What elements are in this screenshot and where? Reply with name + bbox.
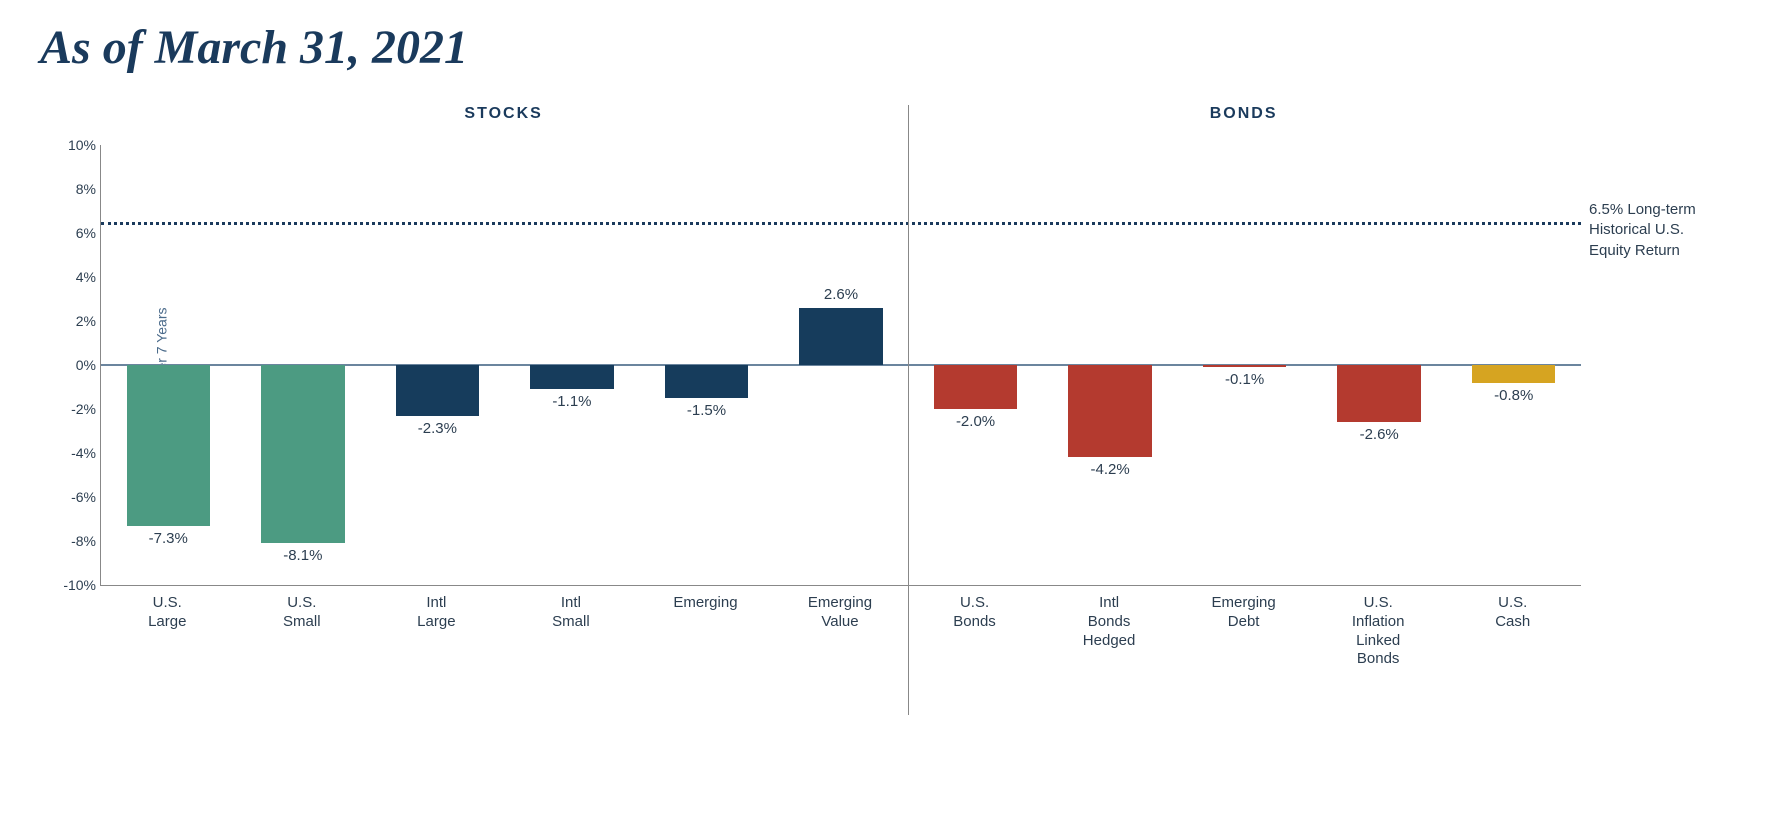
x-category-label: U.S.Cash xyxy=(1458,594,1568,632)
y-tick-label: 2% xyxy=(51,313,96,329)
reference-line-label: 6.5% Long-term Historical U.S. Equity Re… xyxy=(1589,200,1699,261)
y-tick-label: -10% xyxy=(51,577,96,593)
bar xyxy=(1472,365,1555,383)
bar-value-label: -7.3% xyxy=(149,530,188,547)
bar xyxy=(934,365,1017,409)
bar-value-label: -8.1% xyxy=(283,547,322,564)
x-category-label: IntlSmall xyxy=(516,594,626,632)
x-category-label: IntlLarge xyxy=(381,594,491,632)
bar-value-label: 2.6% xyxy=(824,286,858,303)
bar xyxy=(530,365,613,389)
bar-value-label: -1.1% xyxy=(552,393,591,410)
y-tick-label: 0% xyxy=(51,357,96,373)
bar-value-label: -0.8% xyxy=(1494,387,1533,404)
y-tick-label: -2% xyxy=(51,401,96,417)
x-category-label: IntlBondsHedged xyxy=(1054,594,1164,650)
bar xyxy=(1068,365,1151,457)
y-tick-label: 6% xyxy=(51,225,96,241)
bar xyxy=(396,365,479,416)
bar-value-label: -1.5% xyxy=(687,402,726,419)
y-tick-label: 4% xyxy=(51,269,96,285)
bar xyxy=(1203,365,1286,367)
x-category-label: U.S.Bonds xyxy=(920,594,1030,632)
x-category-label: U.S.InflationLinkedBonds xyxy=(1323,594,1433,669)
section-label: STOCKS xyxy=(464,105,542,123)
x-category-label: Emerging xyxy=(650,594,760,613)
x-category-label: U.S.Small xyxy=(247,594,357,632)
y-tick-label: -4% xyxy=(51,445,96,461)
bar xyxy=(665,365,748,398)
x-axis-labels: U.S.Large U.S.Small IntlLarge IntlSmall Emer… xyxy=(100,586,1580,716)
chart-plot-area: -10%-8%-6%-4%-2%0%2%4%6%8%10%6.5% Long-t… xyxy=(100,145,1581,586)
y-tick-label: -6% xyxy=(51,489,96,505)
page-title: As of March 31, 2021 xyxy=(40,20,1733,75)
x-category-label: EmergingValue xyxy=(785,594,895,632)
x-category-label: EmergingDebt xyxy=(1189,594,1299,632)
bar xyxy=(261,365,344,543)
page: As of March 31, 2021 STOCKSBONDS Annual … xyxy=(0,0,1773,716)
bar-value-label: -2.3% xyxy=(418,420,457,437)
reference-line xyxy=(101,222,1581,225)
bar-value-label: -2.0% xyxy=(956,413,995,430)
bar xyxy=(1337,365,1420,422)
bar-value-label: -4.2% xyxy=(1090,461,1129,478)
y-tick-label: 8% xyxy=(51,181,96,197)
y-tick-label: -8% xyxy=(51,533,96,549)
chart-container: STOCKSBONDS Annual Real Return Over 7 Ye… xyxy=(100,105,1733,716)
bar-value-label: -2.6% xyxy=(1360,426,1399,443)
bar xyxy=(127,365,210,526)
section-label: BONDS xyxy=(1210,105,1278,123)
bar xyxy=(799,308,882,365)
bar-value-label: -0.1% xyxy=(1225,371,1264,388)
x-category-label: U.S.Large xyxy=(112,594,222,632)
y-tick-label: 10% xyxy=(51,137,96,153)
section-labels: STOCKS BONDS xyxy=(100,105,1580,135)
